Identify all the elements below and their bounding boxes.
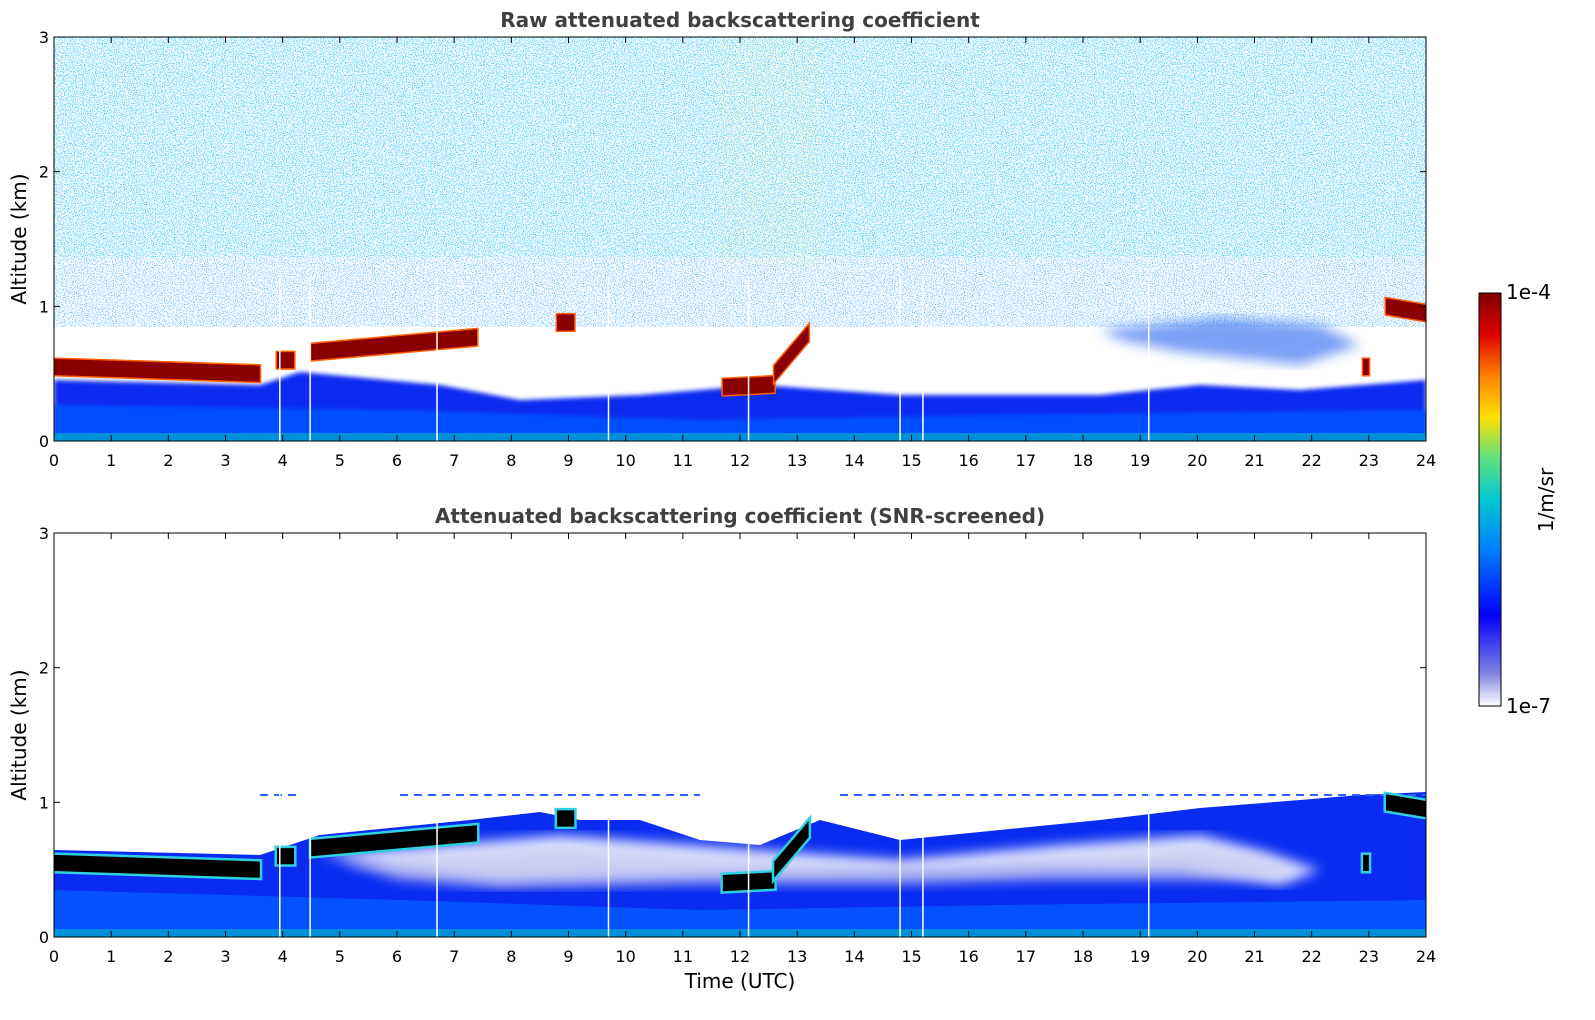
cloud-segment <box>54 358 260 382</box>
data-gaps-screened <box>279 773 1150 937</box>
cloud-segment <box>557 810 575 827</box>
x-tick-label: 4 <box>278 451 288 470</box>
heatmap-raw <box>54 37 1426 441</box>
x-tick-label: 22 <box>1301 451 1321 470</box>
residual-layer <box>1100 318 1360 365</box>
cloud-layer-raw <box>54 296 1426 397</box>
cloud-segment <box>276 352 295 369</box>
cloud-segment <box>1363 854 1369 872</box>
colorbar-unit-label: 1/m/sr <box>1534 467 1558 532</box>
x-tick-label: 19 <box>1130 451 1150 470</box>
x-tick-label: 7 <box>449 451 459 470</box>
x-tick-label: 16 <box>958 451 978 470</box>
colorbar-gradient <box>1478 292 1502 707</box>
x-tick-label: 11 <box>673 451 693 470</box>
x-tick-label: 14 <box>844 947 864 966</box>
x-tick-label: 6 <box>392 451 402 470</box>
colorbar-max-label: 1e-4 <box>1506 280 1551 304</box>
x-tick-label: 18 <box>1073 947 1093 966</box>
x-tick-label: 5 <box>335 947 345 966</box>
x-tick-label: 13 <box>787 947 807 966</box>
x-tick-label: 9 <box>563 451 573 470</box>
x-tick-label: 17 <box>1016 947 1036 966</box>
x-axis-label: Time (UTC) <box>684 969 796 993</box>
chart-title: Attenuated backscattering coefficient (S… <box>435 504 1045 528</box>
x-tick-label: 20 <box>1187 451 1207 470</box>
x-tick-label: 19 <box>1130 947 1150 966</box>
x-tick-label: 3 <box>220 451 230 470</box>
x-tick-label: 17 <box>1016 451 1036 470</box>
x-tick-label: 4 <box>278 947 288 966</box>
x-tick-label: 14 <box>844 451 864 470</box>
x-tick-label: 13 <box>787 451 807 470</box>
x-tick-label: 11 <box>673 947 693 966</box>
boundary-layer-mid <box>54 890 1426 937</box>
x-tick-label: 9 <box>563 947 573 966</box>
colorbar: 1e-4 1e-7 1/m/sr <box>1478 280 1558 718</box>
x-tick-label: 24 <box>1416 451 1436 470</box>
cloud-segment <box>1385 794 1426 818</box>
x-tick-label: 15 <box>901 451 921 470</box>
y-axis-raw: 0 1 2 3 <box>39 28 1426 451</box>
noise-field-yellow <box>720 37 820 267</box>
x-tick-label: 16 <box>958 947 978 966</box>
cloud-segment <box>311 825 478 857</box>
x-tick-label: 8 <box>506 451 516 470</box>
y-tick-label: 1 <box>39 793 49 812</box>
x-tick-label: 2 <box>163 451 173 470</box>
x-tick-label: 7 <box>449 947 459 966</box>
x-tick-label: 23 <box>1359 451 1379 470</box>
x-tick-label: 1 <box>106 947 116 966</box>
x-tick-label: 21 <box>1244 947 1264 966</box>
heatmap-screened <box>54 533 1426 937</box>
x-tick-label: 5 <box>335 451 345 470</box>
cloud-segment <box>54 854 260 878</box>
data-gaps-raw <box>279 277 1150 441</box>
panel-raw: Raw attenuated backscattering coefficien… <box>7 8 1436 470</box>
y-tick-label: 0 <box>39 928 49 947</box>
x-tick-label: 15 <box>901 947 921 966</box>
panel-screened: Attenuated backscattering coefficient (S… <box>7 504 1436 993</box>
y-axis-screened: 0 1 2 3 <box>39 524 1426 947</box>
y-tick-label: 0 <box>39 432 49 451</box>
x-tick-label: 0 <box>49 451 59 470</box>
cloud-segment <box>311 329 478 361</box>
x-tick-label: 24 <box>1416 947 1436 966</box>
cloud-segment <box>774 821 809 878</box>
y-tick-label: 2 <box>39 163 49 182</box>
x-tick-label: 3 <box>220 947 230 966</box>
cloud-segment <box>1385 298 1426 322</box>
y-tick-label: 2 <box>39 659 49 678</box>
x-tick-label: 12 <box>730 947 750 966</box>
x-tick-label: 10 <box>615 947 635 966</box>
x-tick-label: 6 <box>392 947 402 966</box>
x-tick-label: 20 <box>1187 947 1207 966</box>
x-tick-label: 18 <box>1073 451 1093 470</box>
colorbar-min-label: 1e-7 <box>1506 694 1551 718</box>
screened-lavender <box>340 850 1300 888</box>
boundary-layer-mid <box>54 405 1426 441</box>
chart-title: Raw attenuated backscattering coefficien… <box>500 8 980 32</box>
x-tick-label: 12 <box>730 451 750 470</box>
y-tick-label: 3 <box>39 28 49 47</box>
x-axis-screened: 0 1 2 3 4 5 6 7 8 9 10 11 12 13 14 15 16 17 18 19 20 21 22 23 24 <box>49 533 1436 966</box>
x-tick-label: 10 <box>615 451 635 470</box>
y-tick-label: 1 <box>39 297 49 316</box>
x-tick-label: 2 <box>163 947 173 966</box>
y-axis-label: Altitude (km) <box>7 173 31 304</box>
x-tick-label: 21 <box>1244 451 1264 470</box>
cloud-segment <box>774 325 809 382</box>
x-tick-label: 1 <box>106 451 116 470</box>
x-tick-label: 22 <box>1301 947 1321 966</box>
cloud-segment <box>276 848 295 865</box>
x-tick-label: 8 <box>506 947 516 966</box>
y-tick-label: 3 <box>39 524 49 543</box>
cloud-segment <box>557 314 575 331</box>
x-axis-raw: 0 1 2 3 4 5 6 7 8 9 10 11 12 13 14 15 16 17 18 19 20 21 22 23 24 <box>49 37 1436 470</box>
cloud-segment <box>1363 358 1369 376</box>
x-tick-label: 23 <box>1359 947 1379 966</box>
y-axis-label: Altitude (km) <box>7 669 31 800</box>
x-tick-label: 0 <box>49 947 59 966</box>
